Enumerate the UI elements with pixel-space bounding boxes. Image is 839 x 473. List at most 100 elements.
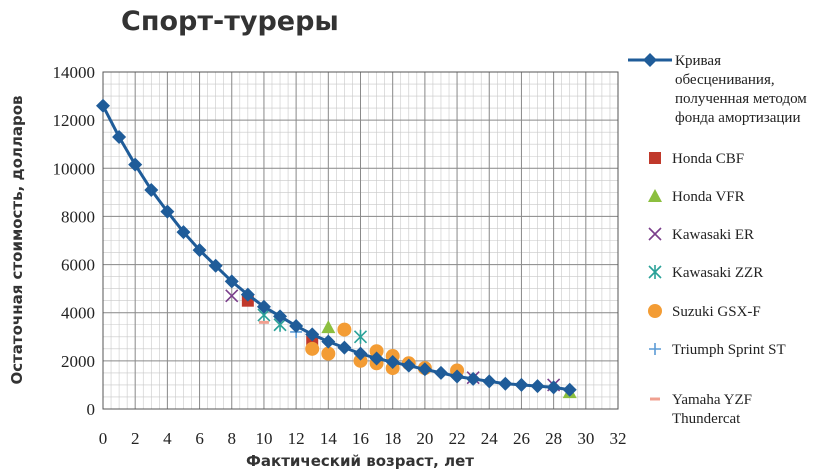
legend-diamond-icon: [643, 53, 657, 67]
curve-point: [546, 380, 561, 395]
data-point: [337, 322, 352, 337]
chart-title: Спорт-туреры: [121, 6, 339, 37]
legend-item: Honda VFR: [648, 189, 745, 205]
y-tick-label: 10000: [53, 159, 96, 178]
legend-label: Кривая: [675, 53, 721, 69]
data-point: [353, 353, 368, 368]
x-tick-label: 22: [449, 429, 466, 448]
x-tick-label: 12: [288, 429, 305, 448]
legend-label: полученная методом: [675, 91, 807, 107]
legend-label: Yamaha YZF: [672, 392, 752, 408]
curve-point: [224, 274, 239, 289]
curve-point: [369, 351, 384, 366]
data-point: [225, 289, 239, 303]
curve-point: [401, 358, 416, 373]
curve-point: [176, 225, 191, 240]
legend-item: Suzuki GSX-F: [648, 304, 761, 320]
x-tick-label: 18: [384, 429, 401, 448]
x-tick-label: 32: [610, 429, 627, 448]
curve-point: [530, 379, 545, 394]
legend-label: Kawasaki ER: [672, 227, 754, 243]
curve-point: [450, 369, 465, 384]
curve-point: [353, 346, 368, 361]
x-tick-label: 20: [416, 429, 433, 448]
x-tick-label: 30: [577, 429, 594, 448]
legend-plus-icon: [649, 343, 661, 355]
legend-label: Suzuki GSX-F: [672, 304, 761, 320]
series-layer: [96, 98, 577, 399]
legend-item: Кривая обесценивания, полученная методом фо…: [628, 53, 807, 126]
y-axis-title: Остаточная стоимость, долларов: [8, 95, 26, 384]
legend-label: фонда амортизации: [675, 110, 801, 126]
curve-point: [562, 382, 577, 397]
series-kawasaki-zzr: [257, 308, 368, 344]
legend-item: Honda CBF: [649, 151, 744, 167]
curve-point: [466, 371, 481, 386]
x-tick-label: 14: [320, 429, 338, 448]
curve-point: [192, 243, 207, 258]
curve-point: [337, 340, 352, 355]
plot-border: [102, 71, 619, 410]
y-tick-label: 2000: [61, 352, 95, 371]
x-tick-label: 16: [352, 429, 369, 448]
curve-point: [305, 327, 320, 342]
data-point: [321, 346, 336, 361]
series-depreciation-curve: [96, 98, 577, 397]
x-tick-label: 6: [195, 429, 204, 448]
curve-point: [514, 377, 529, 392]
legend-x-icon: [648, 227, 662, 241]
x-tick-label: 2: [131, 429, 140, 448]
curve-point: [482, 374, 497, 389]
x-tick-label: 8: [228, 429, 237, 448]
y-tick-label: 6000: [61, 256, 95, 275]
x-tick-label: 0: [99, 429, 108, 448]
y-tick-label: 12000: [53, 111, 96, 130]
x-tick-label: 10: [255, 429, 272, 448]
curve-point: [385, 355, 400, 370]
x-tick-label: 24: [481, 429, 499, 448]
x-tick-label: 26: [513, 429, 530, 448]
legend-item: Kawasaki ER: [648, 227, 754, 243]
curve-point: [289, 318, 304, 333]
y-tick-label: 8000: [61, 207, 95, 226]
data-point: [369, 344, 384, 359]
curve-point: [498, 376, 513, 391]
curve-point: [160, 204, 175, 219]
legend-label: Thundercat: [672, 411, 741, 427]
curve-point: [144, 182, 159, 197]
legend-asterisk-icon: [648, 265, 662, 279]
legend-item: Yamaha YZF Thundercat: [650, 392, 752, 427]
y-tick-label: 4000: [61, 304, 95, 323]
data-point: [321, 320, 336, 334]
legend-triangle-icon: [648, 189, 662, 202]
curve-point: [96, 98, 110, 113]
legend-label: Triumph Sprint ST: [672, 342, 786, 358]
y-tick-label: 14000: [53, 63, 96, 82]
legend-label: Honda CBF: [672, 151, 744, 167]
curve-point: [208, 258, 223, 273]
y-tick-label: 0: [87, 400, 96, 419]
legend-label: Kawasaki ZZR: [672, 265, 763, 281]
curve-point: [240, 287, 255, 302]
curve-point: [433, 365, 448, 380]
legend-label: Honda VFR: [672, 189, 745, 205]
legend-item: Kawasaki ZZR: [648, 265, 763, 281]
legend: Кривая обесценивания, полученная методом фо…: [628, 53, 807, 427]
data-point: [305, 341, 320, 356]
curve-point: [128, 157, 143, 172]
legend-label: обесценивания,: [675, 72, 775, 88]
data-point: [353, 329, 368, 344]
legend-circle-icon: [648, 304, 662, 318]
legend-square-icon: [649, 152, 661, 164]
x-tick-label: 4: [163, 429, 172, 448]
curve-point: [417, 362, 432, 377]
axes: 0 2 4 6 8 10 12 14 16 18 20 22 24 26 28 30 3202000400060…: [8, 63, 627, 470]
curve-point: [256, 299, 271, 314]
curve-point: [321, 334, 336, 349]
x-tick-label: 28: [545, 429, 562, 448]
x-axis-title: Фактический возраст, лет: [246, 452, 474, 470]
legend-item: Triumph Sprint ST: [649, 342, 786, 358]
curve-point: [112, 129, 127, 144]
curve-point: [273, 309, 288, 324]
